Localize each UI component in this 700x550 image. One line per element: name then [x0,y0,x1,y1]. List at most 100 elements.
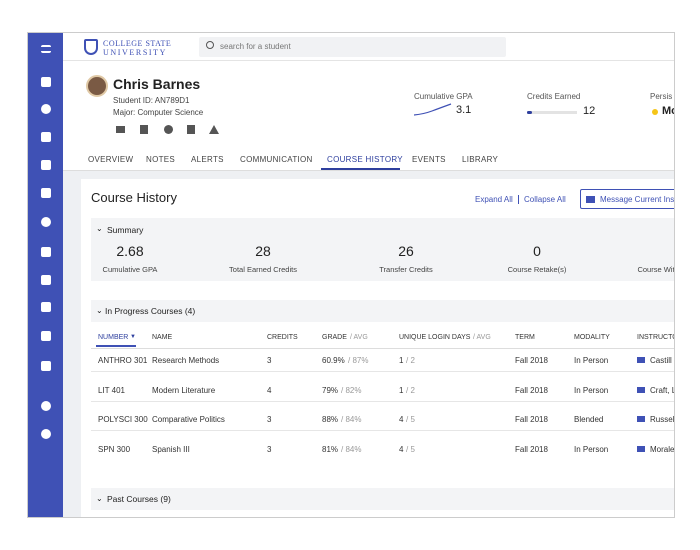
metric-label: Credits Earned [527,92,581,101]
message-button-label: Message Current Instr [600,195,675,204]
row-divider [91,400,674,402]
student-id: Student ID: AN789D1 [113,96,190,105]
cell-modality: Blended [574,415,604,424]
nav-icon[interactable] [41,132,51,142]
mail-icon[interactable] [637,357,645,363]
cell-login: 1 [399,385,404,395]
cell-number: ANTHRO 301 [98,356,148,365]
column-header: NAME [152,334,173,341]
status-dot [652,109,658,115]
logo-line: COLLEGE STATE [103,39,172,48]
cell-instructor: Castill [650,356,672,365]
sort-arrow: ▼ [130,334,136,340]
cell-avg: / 5 [406,415,415,424]
nav-icon[interactable] [41,217,51,227]
cell-avg: / 82% [341,385,362,395]
section-title: Past Courses (9) [107,494,171,504]
mail-icon[interactable] [637,386,645,393]
nav-icon[interactable] [41,302,51,312]
nav-icon[interactable] [41,188,51,198]
chevron[interactable]: ⌄ [96,224,103,233]
cell-grade: 88% [322,415,339,424]
cell-avg: / 2 [406,356,415,365]
app-window: COLLEGE STATE UNIVERSITY search for a st… [27,32,675,518]
cell-login: 4 [399,415,404,424]
stat-label: Total Earned Credits [229,265,297,274]
metric-value: 3.1 [456,104,472,116]
nav-icon[interactable] [41,275,51,285]
summary-panel [91,218,674,281]
tab[interactable]: LIBRARY [462,155,499,164]
stat-label: Transfer Credits [379,265,433,274]
tab[interactable]: OVERVIEW [88,155,134,164]
nav-icon[interactable] [41,247,51,257]
tab[interactable]: COURSE HISTORY [327,155,403,164]
sidebar [28,33,63,517]
column-header: CREDITS [267,334,298,341]
tab[interactable]: EVENTS [412,155,446,164]
cell-login: 1 [399,356,404,365]
nav-icon[interactable] [41,77,51,87]
student-major: Major: Computer Science [113,108,204,117]
nav-icon[interactable] [41,361,51,371]
section-title: In Progress Courses (4) [105,306,196,316]
nav-icon[interactable] [41,429,51,439]
column-header: INSTRUCTO [637,334,675,341]
nav-icon[interactable] [41,401,51,411]
cell-credits: 4 [267,385,272,395]
expand-all[interactable]: Expand All [475,195,519,204]
cell-avg: / 84% [341,415,362,424]
column-header: GRADE [322,334,347,341]
stat-label: Course Retake(s) [507,265,567,274]
header-divider [91,348,674,349]
stat-value: 28 [255,243,271,259]
mail-icon[interactable] [637,445,645,452]
metric-label: Persis [650,92,673,101]
action-icon[interactable] [187,125,195,134]
cell-name: Research Methods [152,356,220,365]
nav-icon[interactable] [41,331,51,341]
cell-avg: / 87% [348,356,369,365]
tab[interactable]: ALERTS [191,155,224,164]
page-title: Course History [91,190,177,205]
logo-line: UNIVERSITY [103,48,167,57]
gpa-sparkline [414,103,452,116]
nav-icon[interactable] [41,160,51,170]
menu-icon[interactable] [41,45,51,53]
search-box[interactable] [199,37,506,57]
tab[interactable]: NOTES [146,155,176,164]
cell-number: POLYSCI 300 [98,415,148,424]
cell-modality: In Person [574,356,609,365]
student-name: Chris Barnes [113,76,201,92]
search-icon [206,41,214,49]
cell-avg: / 2 [406,385,415,395]
credits-bar [527,111,577,114]
collapse-all[interactable]: Collapse All [524,195,566,204]
mail-icon[interactable] [637,416,645,422]
chevron[interactable]: ⌄ [96,494,103,503]
cell-grade: 79% [322,385,339,395]
metric-value: Mo [662,105,674,117]
cell-name: Spanish III [152,444,190,454]
column-header[interactable]: NUMBER [98,334,129,341]
action-icon[interactable] [116,126,125,133]
stat-value: 26 [398,243,414,259]
action-icon[interactable] [164,125,173,134]
tab[interactable]: COMMUNICATION [240,155,313,164]
action-icon[interactable] [209,125,219,134]
summary-title: Summary [107,225,144,235]
row-divider [91,371,674,372]
message-button[interactable] [580,189,674,209]
stat-value: 0 [533,243,541,259]
cell-term: Fall 2018 [515,415,548,424]
cell-number: LIT 401 [98,385,125,395]
chevron[interactable]: ⌄ [96,306,103,315]
sort-indicator [96,345,136,347]
cell-credits: 3 [267,415,272,424]
column-header-sub: / AVG [350,334,368,341]
section-header [91,300,674,322]
nav-icon[interactable] [41,104,51,114]
cell-name: Comparative Politics [152,415,225,424]
action-icon[interactable] [140,125,148,134]
